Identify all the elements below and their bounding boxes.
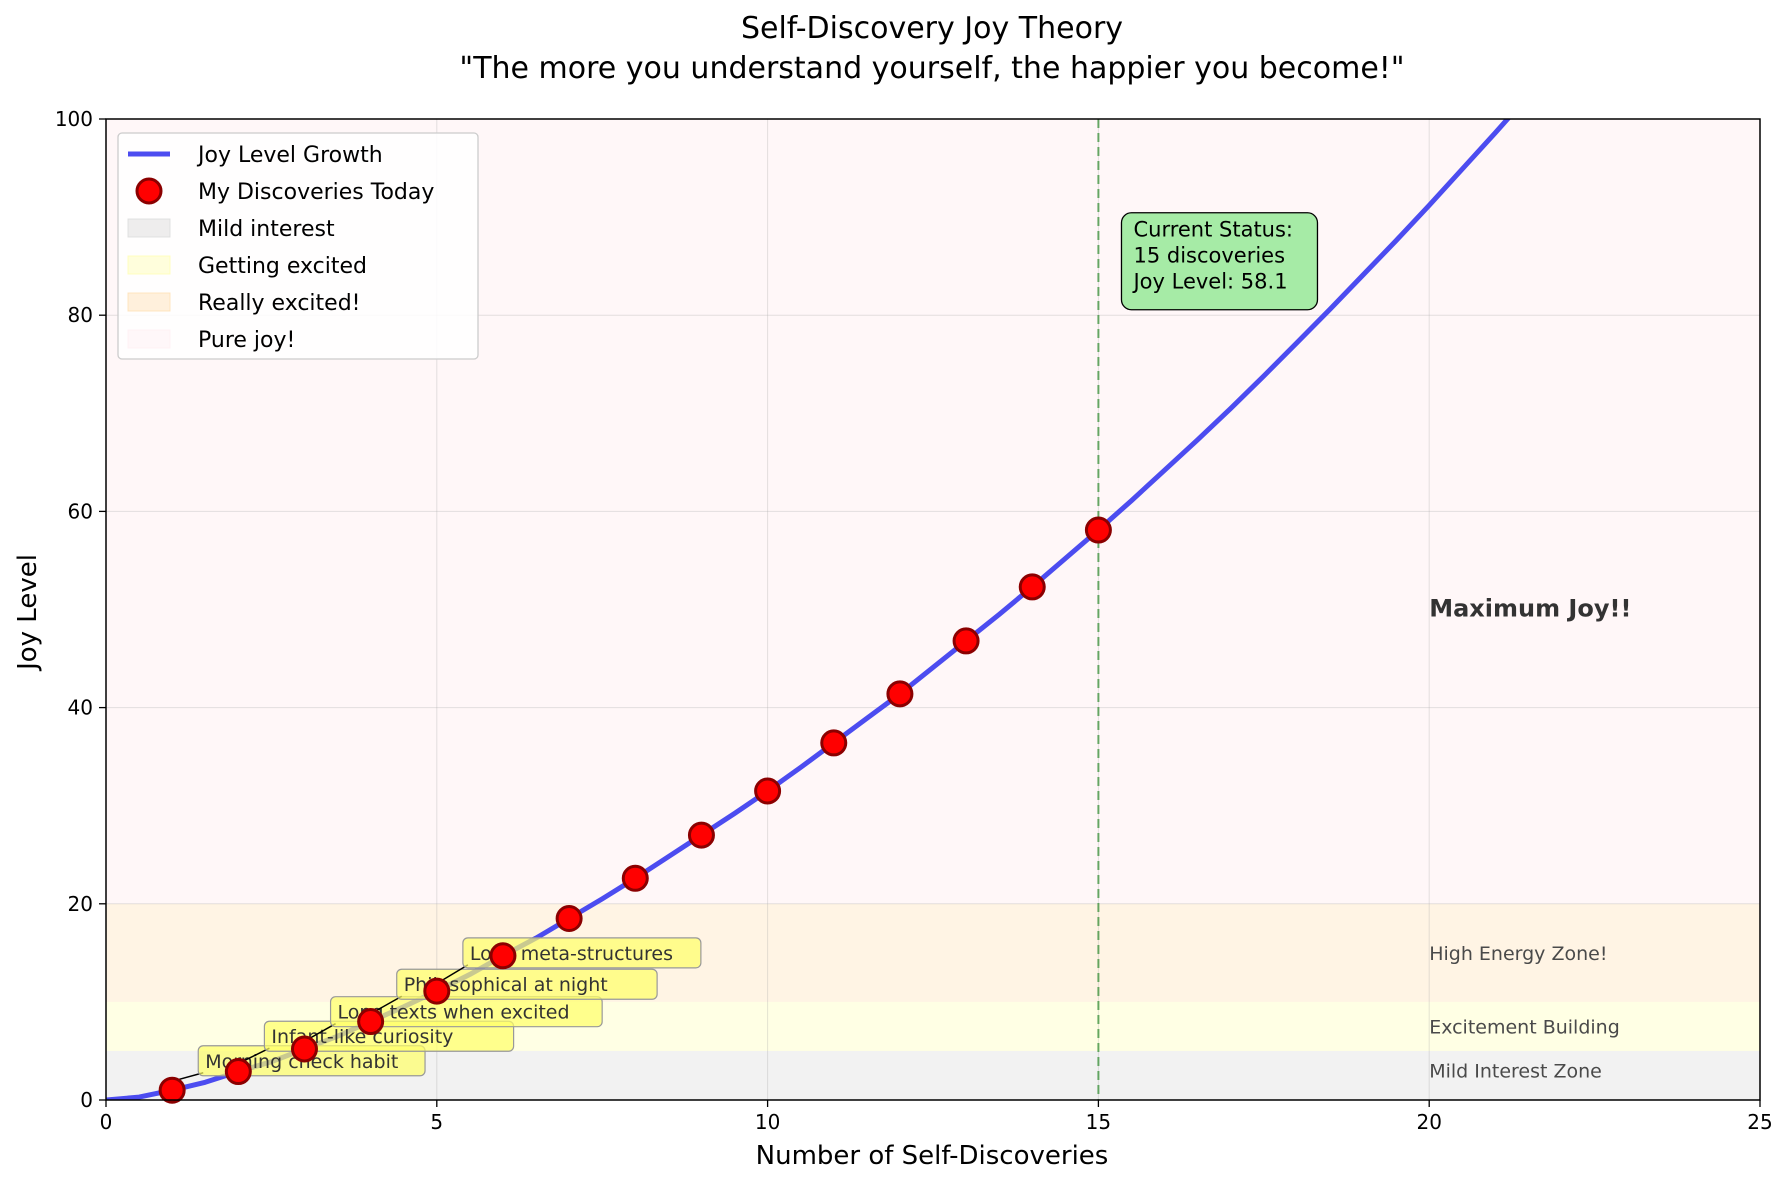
axes-frame	[105, 118, 1761, 1101]
y-tick-label: 100	[55, 107, 93, 131]
discovery-point	[158, 1076, 186, 1104]
discovery-point	[224, 1058, 252, 1086]
status-line: Joy Level: 58.1	[1131, 270, 1287, 294]
discovery-point	[952, 627, 980, 655]
discovery-point	[820, 729, 848, 757]
discovery-point	[357, 1008, 385, 1036]
chart-subtitle: "The more you understand yourself, the h…	[459, 51, 1404, 86]
annotation-box	[396, 968, 658, 1000]
y-tick-label: 80	[68, 303, 93, 327]
legend-label: Joy Level Growth	[196, 143, 383, 168]
y-tick-label: 60	[68, 499, 93, 523]
discovery-point	[489, 942, 517, 970]
discovery-point	[423, 977, 451, 1005]
legend-label: Pure joy!	[198, 328, 295, 353]
x-axis-title: Number of Self-Discoveries	[756, 1141, 1109, 1171]
legend-label: My Discoveries Today	[198, 180, 434, 205]
status-box	[1120, 212, 1319, 311]
legend-frame	[117, 132, 479, 360]
zone-label: High Energy Zone!	[1429, 943, 1607, 965]
annotation-label: Love meta-structures	[470, 943, 673, 965]
zone-band	[106, 903, 1760, 1002]
legend-patch-swatch	[127, 329, 171, 349]
y-tick-label: 0	[80, 1088, 93, 1112]
discovery-point	[687, 821, 715, 849]
y-tick-label: 20	[68, 892, 93, 916]
axes-layer: 0 5 10 15 20 25 0 20 40 60 80 100	[55, 107, 1773, 1134]
annotation-box	[462, 937, 702, 969]
legend: Joy Level Growth My Discoveries Today Mild…	[117, 132, 479, 360]
legend-patch-swatch	[127, 292, 171, 312]
overlay-layer: Mild Interest Zone Excitement Building Hig…	[158, 212, 1631, 1104]
discovery-point	[886, 680, 914, 708]
discovery-point	[555, 905, 583, 933]
discovery-point	[1084, 516, 1112, 544]
legend-label: Mild interest	[198, 217, 335, 242]
zone-label: Mild Interest Zone	[1429, 1061, 1602, 1083]
legend-label: Really excited!	[198, 291, 361, 316]
x-tick-label: 15	[1086, 1110, 1111, 1134]
discovery-point	[754, 777, 782, 805]
zone-label: Excitement Building	[1429, 1016, 1620, 1038]
chart-title: Self-Discovery Joy Theory	[741, 11, 1123, 46]
x-tick-label: 10	[755, 1110, 780, 1134]
zone-label: Maximum Joy!!	[1429, 595, 1631, 623]
legend-marker-swatch	[135, 177, 163, 205]
y-tick-label: 40	[68, 696, 93, 720]
y-axis-title: Joy Level	[13, 554, 43, 672]
status-line: Current Status:	[1133, 218, 1293, 242]
status-line: 15 discoveries	[1133, 244, 1285, 268]
annotation-connector	[374, 995, 403, 1013]
annotation-connector	[440, 964, 469, 982]
x-tick-label: 0	[100, 1110, 113, 1134]
annotation-label: Long texts when excited	[338, 1002, 570, 1024]
discovery-point	[621, 864, 649, 892]
annotation-label: Philosophical at night	[404, 974, 608, 996]
x-tick-label: 25	[1747, 1110, 1772, 1134]
x-tick-label: 20	[1416, 1110, 1441, 1134]
discovery-point	[290, 1035, 318, 1063]
annotation-connector	[308, 1023, 336, 1040]
legend-patch-swatch	[127, 255, 171, 275]
discovery-point	[1018, 573, 1046, 601]
legend-patch-swatch	[127, 218, 171, 238]
annotation-connector	[241, 1047, 270, 1063]
x-tick-label: 5	[430, 1110, 443, 1134]
annotation-label: Infant-like curiosity	[271, 1026, 453, 1048]
legend-label: Getting excited	[198, 254, 367, 279]
